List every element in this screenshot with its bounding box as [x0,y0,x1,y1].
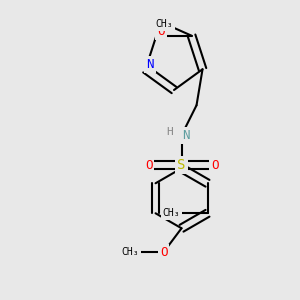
Text: N: N [146,58,154,71]
Text: O: O [160,246,167,259]
Text: S: S [177,158,186,172]
Text: CH₃: CH₃ [156,19,173,29]
Text: N: N [182,129,190,142]
Text: O: O [211,159,218,172]
Text: H: H [166,127,173,137]
Text: O: O [145,159,152,172]
Text: O: O [157,25,165,38]
Text: CH₃: CH₃ [122,247,139,257]
Text: CH₃: CH₃ [163,208,180,218]
